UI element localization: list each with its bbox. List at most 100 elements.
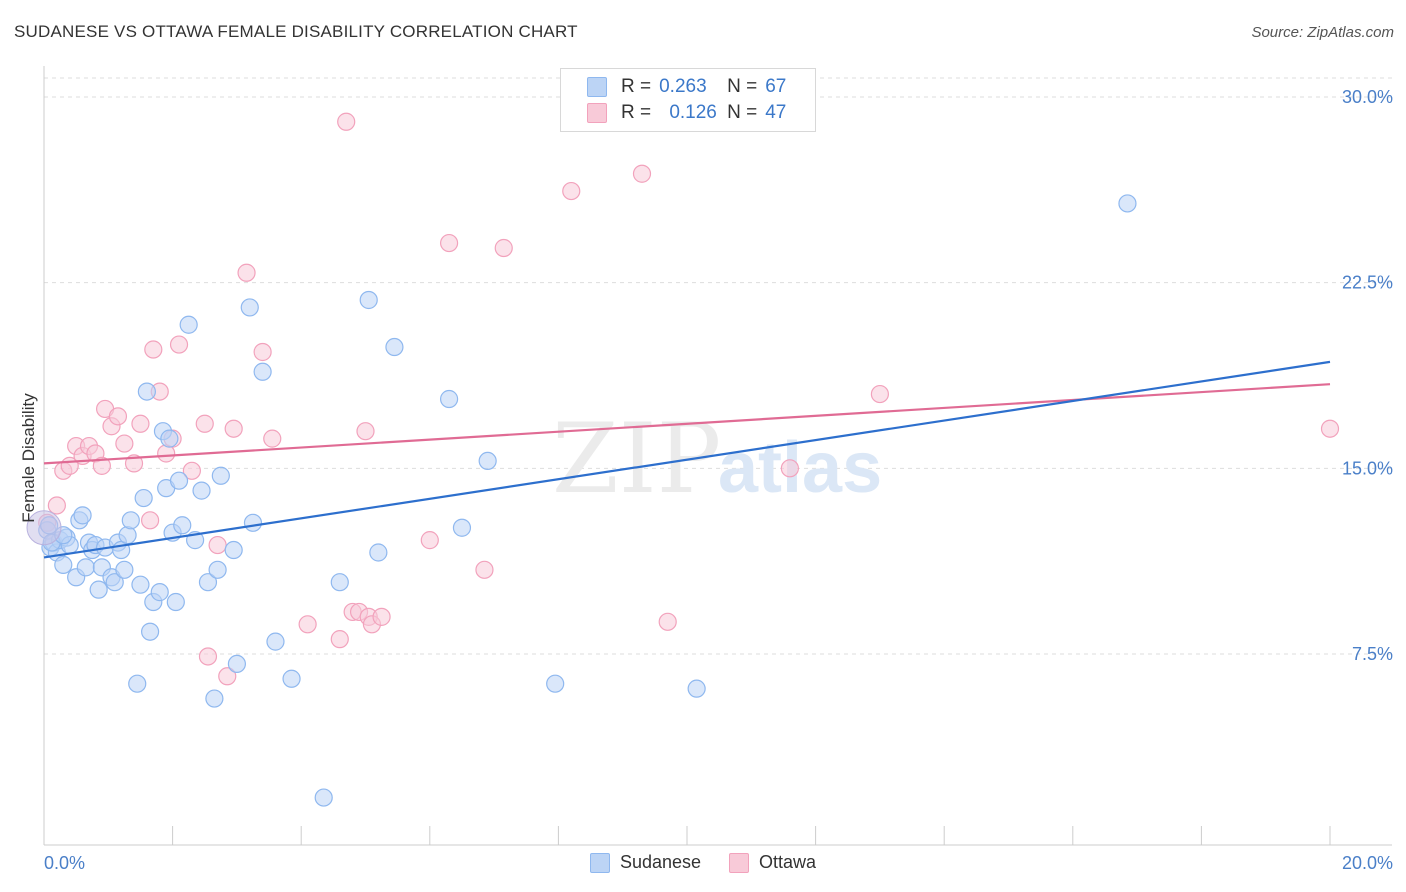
sudanese-points [26, 194, 1137, 807]
ottawa-point [658, 612, 677, 631]
chart-title: SUDANESE VS OTTAWA FEMALE DISABILITY COR… [14, 22, 578, 41]
ottawa-point [263, 429, 282, 448]
y-tick-label: 15.0% [1342, 458, 1393, 478]
x-tick-label: 0.0% [44, 853, 85, 873]
ottawa-point [140, 511, 160, 530]
sudanese-point [179, 315, 198, 334]
sudanese-point [243, 513, 263, 532]
n-value: 47 [765, 102, 787, 123]
r-label: R = [621, 76, 652, 97]
sudanese-point [76, 558, 95, 577]
n-label: N = [727, 102, 758, 123]
ottawa-point [780, 459, 799, 478]
grid-lines [44, 77, 1392, 655]
sudanese-point [330, 573, 349, 592]
y-tick-label: 22.5% [1342, 273, 1393, 293]
sudanese-point [134, 488, 153, 508]
sudanese-point [478, 451, 497, 471]
ottawa-point [337, 112, 356, 131]
ottawa-point [562, 181, 581, 201]
sudanese-point [385, 337, 404, 357]
watermark-atlas: atlas [718, 428, 882, 508]
sudanese-point [546, 674, 565, 693]
ottawa-legend-label: Ottawa [759, 852, 817, 872]
ottawa-point [420, 531, 439, 550]
sudanese-point [224, 540, 243, 560]
r-label: R = [621, 102, 652, 123]
ottawa-point [198, 647, 218, 666]
ottawa-swatch [587, 103, 607, 123]
axes [43, 66, 1392, 846]
sudanese-point [128, 674, 147, 693]
ottawa-point [1320, 419, 1340, 438]
sudanese-point [160, 429, 179, 448]
ottawa-legend-swatch [729, 852, 750, 873]
legend-row-sudanese: R = 0.263 N = 67 [587, 75, 786, 99]
sudanese-point [73, 506, 92, 525]
sudanese-point [369, 543, 388, 562]
sudanese-point [240, 298, 259, 317]
ottawa-point [253, 342, 272, 362]
ottawa-points [38, 112, 1340, 686]
sudanese-point [687, 679, 706, 698]
source-credit: Source: ZipAtlas.com [1251, 24, 1394, 41]
sudanese-legend-label: Sudanese [619, 852, 702, 872]
sudanese-point [211, 466, 230, 485]
sudanese-point [121, 511, 140, 530]
ottawa-point [356, 422, 375, 441]
sudanese-point [227, 654, 246, 674]
ottawa-point [144, 340, 163, 359]
watermark: ZIP atlas [552, 403, 882, 515]
ottawa-point [237, 263, 256, 282]
sudanese-point [89, 580, 108, 599]
sudanese-point [1118, 194, 1137, 213]
sudanese-point [314, 788, 333, 807]
sudanese-point [359, 290, 378, 310]
r-value: 0.263 [659, 76, 707, 97]
y-tick-label: 30.0% [1342, 87, 1393, 107]
ottawa-point [195, 414, 214, 433]
sudanese-point [105, 573, 124, 592]
ottawa-point [870, 384, 890, 404]
y-tick-label: 7.5% [1352, 644, 1393, 664]
legend-row-ottawa: R = 0.126 N = 47 [587, 101, 786, 125]
x-tick-labels: 0.0% 20.0% [44, 853, 1393, 873]
sudanese-point [137, 382, 156, 401]
legend-item-ottawa: Ottawa [729, 852, 816, 873]
sudanese-point [173, 516, 192, 535]
trend-lines [43, 360, 1331, 559]
sudanese-point [150, 583, 169, 602]
ottawa-point [330, 630, 349, 649]
ottawa-point [475, 560, 494, 579]
ottawa-point [169, 335, 189, 354]
ottawa-point [115, 434, 134, 453]
y-axis-label: Female Disability [19, 393, 38, 523]
sudanese-point [115, 560, 134, 579]
ottawa-point [218, 667, 237, 686]
ottawa-point [131, 414, 150, 433]
sudanese-point [198, 573, 218, 592]
ottawa-point [298, 615, 317, 634]
sudanese-point [54, 555, 73, 574]
ottawa-point [372, 607, 391, 626]
ottawa-point [224, 419, 243, 438]
sudanese-point [253, 362, 272, 381]
sudanese-point [282, 669, 301, 688]
sudanese-point [192, 481, 211, 500]
sudanese-point [140, 622, 160, 641]
y-tick-labels: 7.5% 15.0% 22.5% 30.0% [1342, 87, 1393, 664]
sudanese-legend-swatch [589, 852, 610, 873]
ottawa-trend-line [43, 383, 1331, 465]
sudanese-point [118, 526, 137, 545]
sudanese-swatch [587, 77, 607, 97]
ottawa-point [439, 233, 459, 253]
sudanese-point [166, 592, 185, 612]
ottawa-point [47, 496, 66, 515]
ottawa-point [182, 461, 201, 480]
sudanese-point [208, 560, 227, 579]
n-value: 67 [765, 76, 787, 97]
x-tick-label: 20.0% [1342, 853, 1393, 873]
r-value: 0.126 [669, 102, 717, 123]
sudanese-trend-line [43, 360, 1331, 559]
